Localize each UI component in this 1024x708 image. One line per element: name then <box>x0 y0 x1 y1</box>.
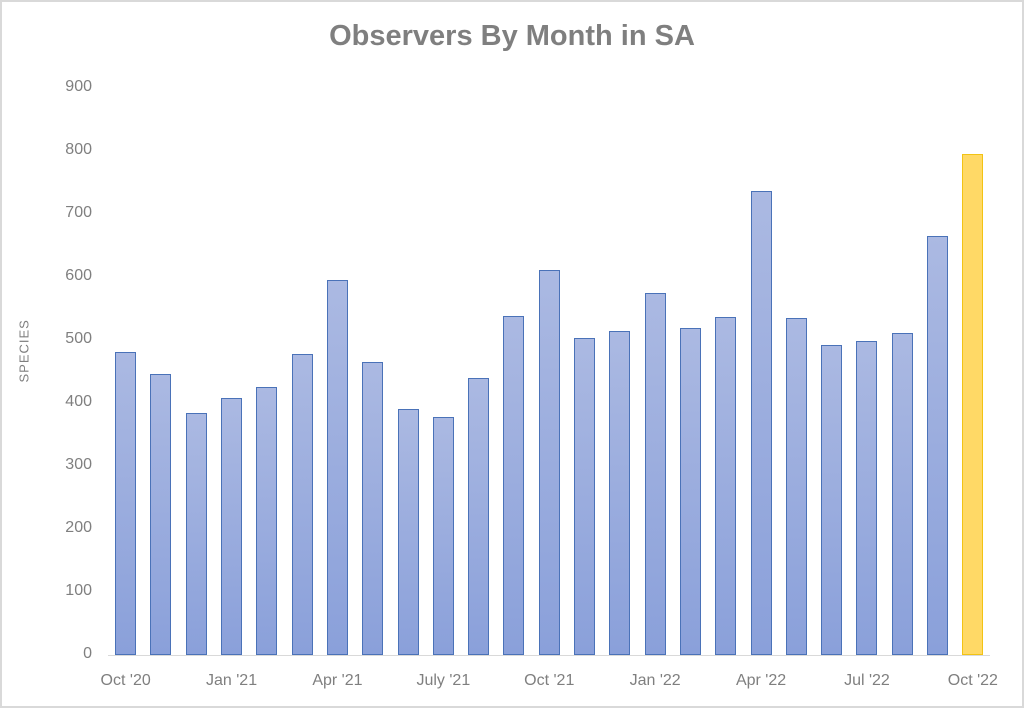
x-tick-label: Oct '20 <box>100 672 151 689</box>
y-tick-label: 500 <box>65 330 92 347</box>
bar-14 <box>609 331 631 655</box>
bar-9 <box>432 416 454 655</box>
bar-0 <box>115 351 137 655</box>
bar-6 <box>326 280 348 655</box>
x-tick-label: Apr '22 <box>735 672 787 689</box>
chart-title: Observers By Month in SA <box>329 20 695 52</box>
bar-13 <box>574 338 596 655</box>
bar-3 <box>221 397 243 655</box>
bar-22 <box>891 333 913 655</box>
bar-7 <box>362 362 384 655</box>
bar-18 <box>750 190 772 655</box>
x-axis-line <box>108 655 990 656</box>
bar-15 <box>644 292 666 655</box>
y-axis-label: SPECIES <box>16 319 32 383</box>
x-tick-label: Jan '21 <box>206 672 258 689</box>
x-tick-label: Jan '22 <box>629 672 681 689</box>
bar-8 <box>397 409 419 655</box>
x-tick-label: Apr '21 <box>312 672 363 689</box>
y-tick-label: 400 <box>65 393 92 410</box>
bar-1 <box>150 374 172 655</box>
y-tick-label: 700 <box>65 204 92 221</box>
bar-4 <box>256 387 278 655</box>
y-tick-label: 900 <box>65 78 92 95</box>
bar-10 <box>468 377 490 655</box>
bar-21 <box>856 341 878 655</box>
y-tick-label: 0 <box>83 645 92 662</box>
x-tick-label: Oct '21 <box>524 672 575 689</box>
y-tick-label: 200 <box>65 519 92 536</box>
bar-19 <box>785 317 807 655</box>
bar-24 <box>962 154 984 655</box>
bar-11 <box>503 316 525 655</box>
bar-20 <box>821 345 843 655</box>
y-tick-label: 800 <box>65 141 92 158</box>
bar-16 <box>679 328 701 655</box>
bar-23 <box>927 236 949 655</box>
bar-5 <box>291 353 313 655</box>
x-tick-label: Jul '22 <box>844 672 890 689</box>
y-tick-label: 300 <box>65 456 92 473</box>
bar-12 <box>538 270 560 655</box>
y-tick-label: 600 <box>65 267 92 284</box>
y-tick-label: 100 <box>65 582 92 599</box>
bar-2 <box>185 413 207 655</box>
x-tick-label: July '21 <box>416 672 471 689</box>
x-tick-label: Oct '22 <box>947 672 998 689</box>
bar-17 <box>715 317 737 655</box>
